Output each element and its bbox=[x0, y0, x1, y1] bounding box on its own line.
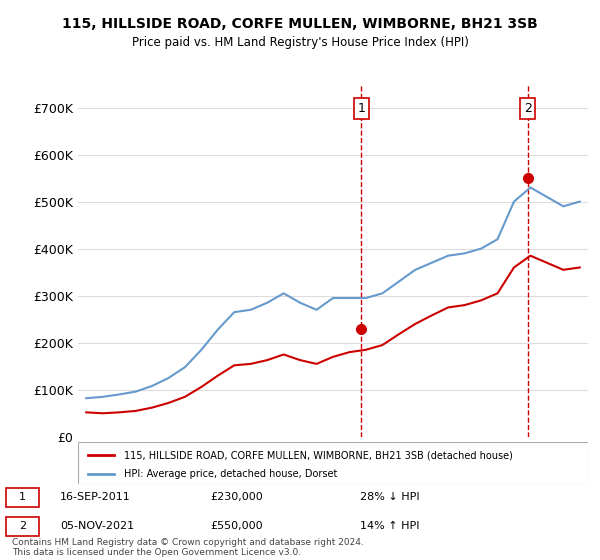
Text: 2: 2 bbox=[19, 521, 26, 531]
Text: Price paid vs. HM Land Registry's House Price Index (HPI): Price paid vs. HM Land Registry's House … bbox=[131, 36, 469, 49]
Text: 28% ↓ HPI: 28% ↓ HPI bbox=[360, 492, 419, 502]
FancyBboxPatch shape bbox=[6, 488, 39, 507]
Text: 05-NOV-2021: 05-NOV-2021 bbox=[60, 521, 134, 531]
Text: HPI: Average price, detached house, Dorset: HPI: Average price, detached house, Dors… bbox=[124, 469, 337, 479]
Text: 1: 1 bbox=[358, 102, 365, 115]
Text: £230,000: £230,000 bbox=[210, 492, 263, 502]
Text: 115, HILLSIDE ROAD, CORFE MULLEN, WIMBORNE, BH21 3SB (detached house): 115, HILLSIDE ROAD, CORFE MULLEN, WIMBOR… bbox=[124, 450, 513, 460]
Text: 14% ↑ HPI: 14% ↑ HPI bbox=[360, 521, 419, 531]
FancyBboxPatch shape bbox=[6, 516, 39, 536]
Text: 115, HILLSIDE ROAD, CORFE MULLEN, WIMBORNE, BH21 3SB: 115, HILLSIDE ROAD, CORFE MULLEN, WIMBOR… bbox=[62, 17, 538, 31]
Text: 1: 1 bbox=[19, 492, 26, 502]
Text: 16-SEP-2011: 16-SEP-2011 bbox=[60, 492, 131, 502]
Text: 2: 2 bbox=[524, 102, 532, 115]
Text: £550,000: £550,000 bbox=[210, 521, 263, 531]
FancyBboxPatch shape bbox=[78, 442, 588, 484]
Text: Contains HM Land Registry data © Crown copyright and database right 2024.
This d: Contains HM Land Registry data © Crown c… bbox=[12, 538, 364, 557]
